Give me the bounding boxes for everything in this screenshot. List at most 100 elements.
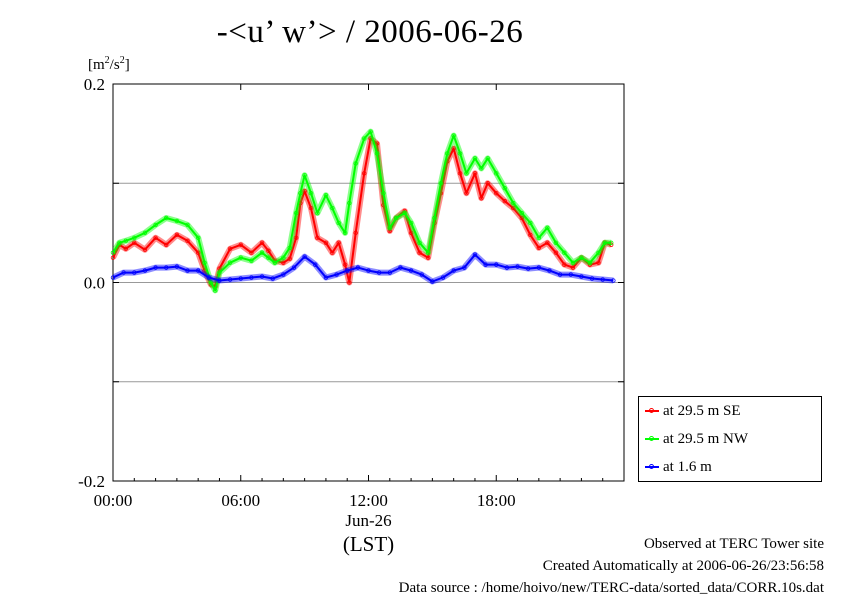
data-point bbox=[323, 192, 329, 198]
data-point bbox=[302, 254, 307, 259]
unit-mid: /s bbox=[109, 57, 120, 73]
data-point bbox=[502, 198, 507, 204]
data-point bbox=[238, 276, 243, 281]
data-point bbox=[408, 220, 414, 226]
data-point bbox=[562, 262, 567, 267]
legend-swatch-low bbox=[645, 461, 659, 473]
data-point bbox=[302, 188, 307, 194]
data-point bbox=[272, 260, 278, 265]
data-point bbox=[472, 252, 478, 257]
data-point bbox=[227, 277, 233, 282]
data-point bbox=[353, 230, 358, 236]
data-point bbox=[195, 268, 201, 273]
data-point bbox=[266, 255, 271, 260]
data-point bbox=[174, 232, 180, 238]
data-point bbox=[313, 262, 318, 267]
data-point bbox=[374, 151, 380, 156]
y-axis-unit: [m2/s2] bbox=[88, 55, 130, 74]
data-point bbox=[291, 265, 297, 270]
data-point bbox=[494, 171, 499, 176]
data-point bbox=[553, 250, 559, 255]
data-point bbox=[483, 262, 488, 267]
data-point bbox=[238, 242, 243, 247]
data-point bbox=[432, 215, 437, 221]
data-point bbox=[445, 151, 450, 156]
y-tick-label: -0.2 bbox=[78, 472, 105, 491]
data-point bbox=[472, 156, 478, 161]
data-point bbox=[185, 268, 190, 273]
data-point bbox=[472, 171, 478, 176]
data-point bbox=[315, 210, 320, 216]
data-point bbox=[393, 215, 399, 221]
data-point bbox=[485, 156, 490, 161]
data-point bbox=[110, 250, 116, 255]
data-point bbox=[457, 171, 463, 176]
data-point bbox=[519, 210, 524, 216]
data-point bbox=[293, 235, 299, 241]
series-line-1 bbox=[113, 130, 612, 292]
legend-label-se: at 29.5 m SE bbox=[663, 402, 741, 419]
data-point bbox=[596, 250, 601, 255]
data-point bbox=[462, 265, 467, 270]
data-point bbox=[479, 166, 484, 171]
data-point bbox=[153, 222, 158, 228]
data-point bbox=[387, 270, 392, 275]
data-point bbox=[464, 190, 469, 196]
data-point bbox=[494, 190, 499, 196]
data-point bbox=[419, 272, 424, 277]
data-point bbox=[132, 270, 137, 275]
data-point bbox=[238, 255, 243, 260]
data-point bbox=[227, 246, 233, 251]
data-point bbox=[376, 270, 382, 275]
data-point bbox=[195, 235, 201, 241]
data-point bbox=[164, 242, 169, 247]
data-point bbox=[259, 274, 265, 279]
data-point bbox=[315, 235, 320, 241]
data-point bbox=[266, 248, 271, 253]
data-point bbox=[387, 225, 392, 231]
legend-item-nw: at 29.5 m NW bbox=[645, 430, 748, 448]
data-point bbox=[249, 250, 254, 255]
data-point bbox=[464, 171, 469, 176]
data-point bbox=[562, 250, 567, 255]
data-point bbox=[511, 205, 516, 211]
data-point bbox=[525, 266, 531, 271]
x-tick-label: 12:00 bbox=[349, 491, 388, 510]
data-point bbox=[609, 242, 614, 247]
data-point bbox=[323, 275, 329, 280]
data-point bbox=[123, 238, 128, 244]
data-point bbox=[302, 173, 307, 178]
legend-item-low: at 1.6 m bbox=[645, 458, 712, 476]
data-point bbox=[117, 240, 122, 245]
y-tick-label: 0.2 bbox=[84, 75, 105, 94]
data-point bbox=[570, 260, 576, 265]
data-point bbox=[142, 247, 148, 252]
data-point bbox=[570, 265, 576, 270]
data-point bbox=[408, 230, 414, 236]
data-point bbox=[381, 190, 386, 196]
data-point bbox=[153, 235, 158, 241]
data-point bbox=[298, 190, 303, 196]
data-point bbox=[596, 260, 601, 265]
series-line-0 bbox=[113, 137, 612, 288]
data-point bbox=[451, 268, 456, 273]
data-point bbox=[417, 250, 422, 255]
data-point bbox=[485, 181, 490, 186]
data-point bbox=[281, 272, 286, 277]
footer-source: Data source : /home/hoivo/new/TERC-data/… bbox=[398, 580, 824, 596]
data-point bbox=[547, 268, 552, 273]
data-point bbox=[553, 240, 559, 245]
data-point bbox=[355, 265, 361, 270]
unit-exp-1: 2 bbox=[104, 55, 110, 66]
data-point bbox=[212, 288, 218, 293]
data-point bbox=[249, 258, 254, 263]
data-point bbox=[142, 268, 148, 273]
x-tick-label: 18:00 bbox=[477, 491, 516, 510]
data-point bbox=[368, 129, 373, 134]
data-point bbox=[545, 240, 550, 245]
data-point bbox=[362, 136, 367, 141]
data-point bbox=[451, 133, 456, 138]
data-point bbox=[336, 240, 341, 245]
data-point bbox=[287, 256, 292, 261]
data-point bbox=[611, 278, 616, 283]
